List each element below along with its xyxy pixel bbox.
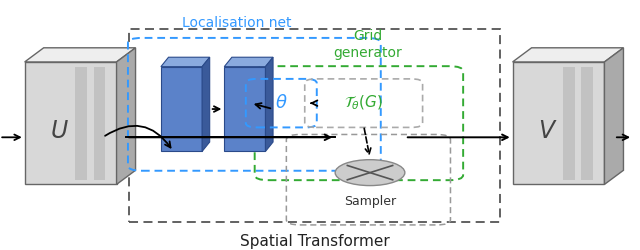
Text: $V$: $V$ xyxy=(538,118,557,142)
Polygon shape xyxy=(513,48,623,62)
Text: $\mathcal{T}_\theta(G)$: $\mathcal{T}_\theta(G)$ xyxy=(344,94,383,112)
Text: $U$: $U$ xyxy=(50,118,69,142)
Text: Spatial Transformer: Spatial Transformer xyxy=(240,234,389,249)
Polygon shape xyxy=(161,57,210,67)
Polygon shape xyxy=(75,67,86,180)
Circle shape xyxy=(335,160,405,186)
Polygon shape xyxy=(161,67,202,152)
Text: Grid
generator: Grid generator xyxy=(333,30,403,60)
Polygon shape xyxy=(513,62,604,184)
Polygon shape xyxy=(116,48,136,184)
Polygon shape xyxy=(224,57,273,67)
Polygon shape xyxy=(202,57,210,152)
Polygon shape xyxy=(224,67,266,152)
Text: Localisation net: Localisation net xyxy=(182,16,291,30)
Text: Sampler: Sampler xyxy=(344,195,396,208)
Polygon shape xyxy=(25,62,116,184)
Polygon shape xyxy=(582,67,593,180)
Polygon shape xyxy=(25,48,136,62)
Polygon shape xyxy=(604,48,623,184)
Polygon shape xyxy=(93,67,105,180)
Text: $\theta$: $\theta$ xyxy=(275,94,287,112)
Polygon shape xyxy=(563,67,575,180)
Polygon shape xyxy=(266,57,273,152)
